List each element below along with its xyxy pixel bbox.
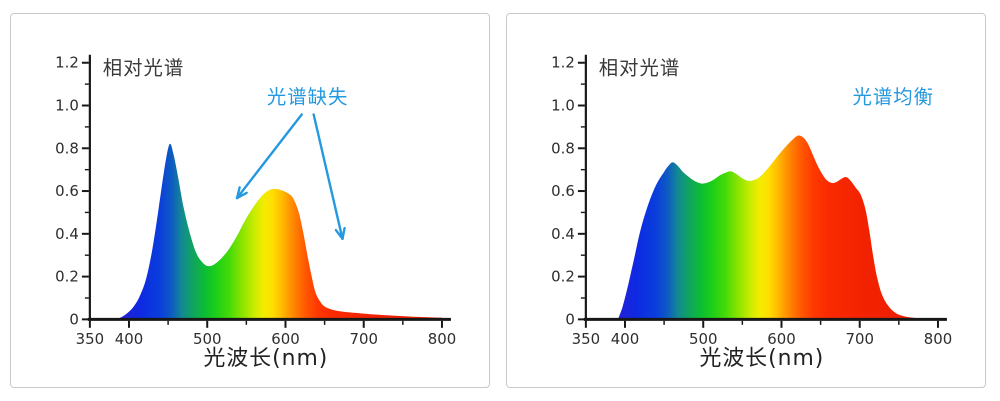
spectrum-area — [617, 135, 938, 320]
x-tick-label: 700 — [349, 330, 377, 348]
x-tick-label: 500 — [689, 330, 717, 348]
y-tick-label: 1.0 — [551, 96, 575, 114]
x-tick-label: 400 — [611, 330, 639, 348]
x-tick-label: 600 — [271, 330, 299, 348]
y-tick-label: 0 — [565, 310, 574, 328]
x-tick-label: 350 — [572, 330, 600, 348]
y-tick-label: 0.6 — [55, 182, 79, 200]
annotation-arrow — [235, 113, 303, 200]
chart-card-left: 350 400 500 600 700 800 0 0.2 0.4 0.6 0.8 1.0 1.2 相对… — [10, 13, 490, 388]
spectrum-chart-balanced: 350 400 500 600 700 800 0 0.2 0.4 0.6 0.8 1.0 1.2 相对… — [551, 54, 952, 371]
spectrum-area — [114, 143, 442, 320]
x-axis-label: 光波长(nm) — [699, 346, 824, 371]
y-tick-label: 0.4 — [551, 225, 575, 243]
x-tick-label: 600 — [767, 330, 795, 348]
x-tick-label: 500 — [193, 330, 221, 348]
annotation-spectrum-missing: 光谱缺失 — [267, 86, 348, 109]
annotation-arrow — [312, 113, 346, 240]
x-tick-label: 350 — [76, 330, 104, 348]
spectrum-chart-missing: 350 400 500 600 700 800 0 0.2 0.4 0.6 0.8 1.0 1.2 相对… — [55, 54, 456, 371]
y-tick-label: 1.0 — [55, 96, 79, 114]
x-tick-label: 800 — [428, 330, 456, 348]
chart-title: 相对光谱 — [103, 57, 184, 80]
x-tick-label: 800 — [924, 330, 952, 348]
y-tick-label: 0.2 — [551, 268, 575, 286]
chart-title: 相对光谱 — [599, 57, 680, 80]
x-tick-label: 700 — [845, 330, 873, 348]
y-tick-label: 1.2 — [551, 54, 575, 72]
y-tick-label: 0.8 — [55, 139, 79, 157]
annotation-spectrum-balanced: 光谱均衡 — [852, 86, 933, 109]
y-tick-label: 0.8 — [551, 139, 575, 157]
x-axis-label: 光波长(nm) — [203, 346, 328, 371]
y-tick-label: 0 — [69, 310, 78, 328]
y-tick-label: 0.2 — [55, 268, 79, 286]
chart-card-right: 350 400 500 600 700 800 0 0.2 0.4 0.6 0.8 1.0 1.2 相对… — [506, 13, 986, 388]
y-tick-label: 1.2 — [55, 54, 79, 72]
y-tick-label: 0.6 — [551, 182, 575, 200]
x-tick-label: 400 — [115, 330, 143, 348]
y-tick-label: 0.4 — [55, 225, 79, 243]
